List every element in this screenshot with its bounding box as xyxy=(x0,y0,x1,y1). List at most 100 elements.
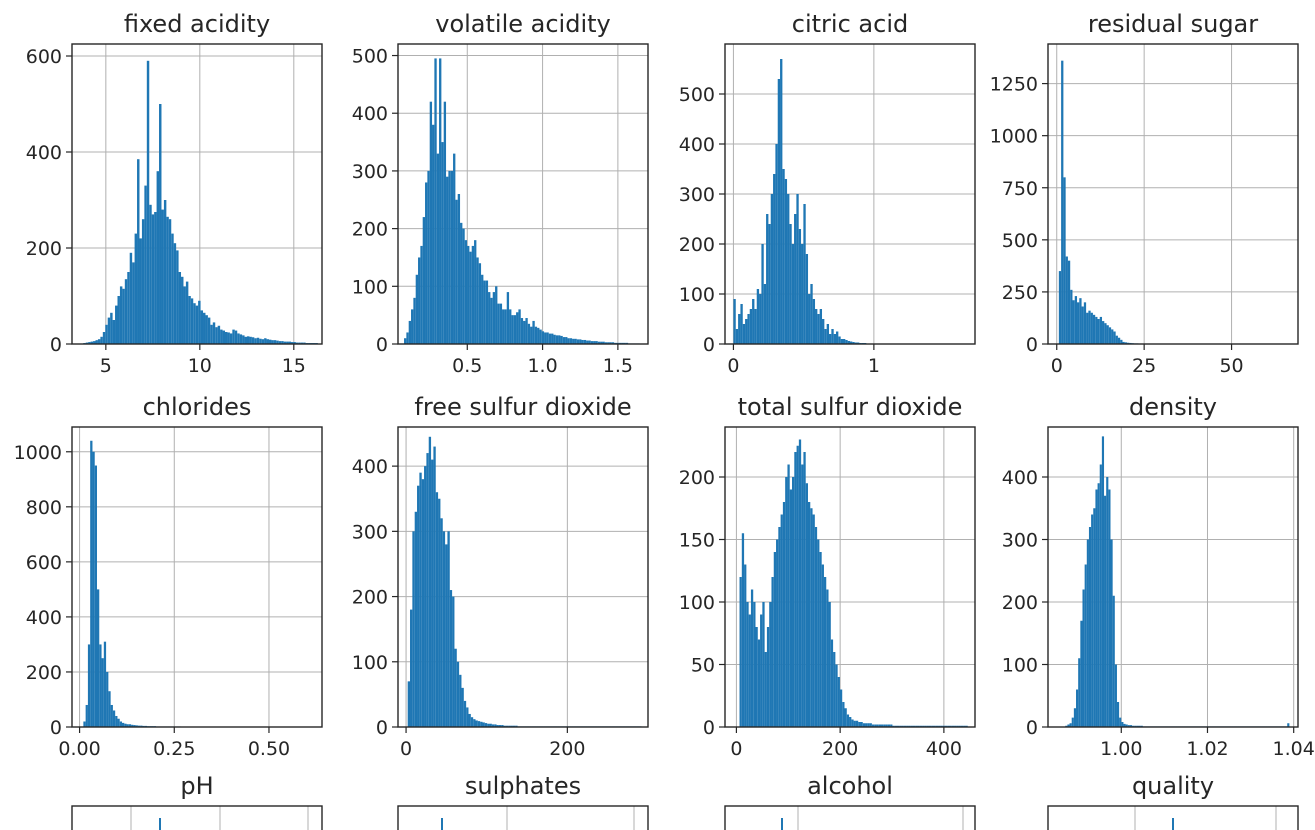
histogram-bar xyxy=(837,677,840,727)
histogram-bar xyxy=(1121,722,1124,727)
x-tick-label: 15 xyxy=(282,355,306,377)
histogram-bar xyxy=(436,153,440,344)
axes-frame xyxy=(724,426,976,728)
histogram-bar xyxy=(220,329,223,344)
subplot-7: 1.00 1.02 1.04 0 100 200 300 400 density xyxy=(1002,393,1315,760)
histogram-bars xyxy=(407,436,642,727)
histogram-bar xyxy=(212,322,216,344)
histogram-bar xyxy=(1090,312,1093,344)
histogram-bar xyxy=(273,340,277,344)
histogram-bar xyxy=(541,331,545,344)
histogram-bar xyxy=(447,531,450,727)
histogram-bar xyxy=(485,280,489,344)
x-tick-label: 50 xyxy=(1219,355,1243,377)
histogram-bar xyxy=(738,314,741,344)
histogram-bar xyxy=(741,533,745,727)
histogram-bar xyxy=(796,194,799,344)
histogram-bar xyxy=(518,309,521,344)
subplot-11: quality xyxy=(1047,772,1299,830)
histogram-bar xyxy=(227,332,230,344)
histogram-bar xyxy=(417,485,420,727)
y-tick-label: 800 xyxy=(26,497,62,519)
histogram-bar xyxy=(459,674,462,727)
histogram-bar xyxy=(1088,527,1092,727)
histogram-bar xyxy=(513,315,517,344)
histogram-bar xyxy=(504,309,507,344)
histogram-bar xyxy=(760,614,763,727)
histogram-bar xyxy=(824,329,827,344)
histogram-bar xyxy=(124,279,128,344)
x-tick-label: 400 xyxy=(926,738,962,760)
histogram-bar xyxy=(404,338,407,344)
histogram-bars xyxy=(733,59,967,344)
histogram-bars xyxy=(739,439,968,727)
histogram-bar xyxy=(602,341,605,344)
histogram-bar xyxy=(777,79,781,344)
histogram-bar xyxy=(1287,723,1290,727)
histogram-bar xyxy=(604,342,608,344)
histogram-bar xyxy=(572,338,575,344)
histogram-bar xyxy=(106,671,109,727)
histogram-bar xyxy=(782,169,785,344)
y-tick-label: 0 xyxy=(1026,334,1038,356)
histogram-bar xyxy=(276,340,279,344)
histogram-bar xyxy=(787,464,790,727)
histogram-bar xyxy=(215,327,218,344)
histogram-bar xyxy=(107,317,111,344)
histogram-bar xyxy=(483,280,486,344)
histogram-bar xyxy=(1091,514,1094,727)
histogram-bar xyxy=(1099,316,1103,344)
histogram-bar xyxy=(867,723,870,727)
histogram-bar xyxy=(735,329,739,344)
histogram-bar xyxy=(544,332,547,344)
histogram-bars xyxy=(1058,60,1287,344)
histogram-bar xyxy=(1063,177,1066,344)
histogram-bar xyxy=(229,333,233,344)
histogram-bar xyxy=(133,725,136,727)
x-tick-label: 1.04 xyxy=(1273,738,1315,760)
histogram-bar xyxy=(119,286,123,344)
subplot-title: fixed acidity xyxy=(124,10,270,38)
histogram-bar xyxy=(1111,329,1114,344)
histogram-bar xyxy=(127,272,130,344)
histogram-bar xyxy=(770,194,774,344)
histogram-bar xyxy=(484,723,488,727)
histogram-bar xyxy=(222,330,226,344)
x-tick-label: 0 xyxy=(727,355,739,377)
histogram-bar xyxy=(747,314,750,344)
histogram-bar xyxy=(551,333,554,344)
histogram-bar xyxy=(871,724,875,727)
histogram-bar xyxy=(446,176,449,344)
histogram-bar xyxy=(597,341,601,344)
histogram-bar xyxy=(100,336,103,344)
y-tick-label: 400 xyxy=(679,134,715,156)
histogram-bar xyxy=(454,648,457,727)
histogram-bar xyxy=(826,324,830,344)
y-tick-label: 400 xyxy=(352,103,388,125)
histogram-bar xyxy=(1106,477,1109,727)
histogram-bar xyxy=(745,319,748,344)
histogram-bar xyxy=(237,333,240,344)
histogram-bar xyxy=(855,720,859,727)
histogram-bar xyxy=(782,502,786,727)
histogram-bar xyxy=(488,292,491,344)
histogram-bar xyxy=(254,338,257,344)
histogram-bar xyxy=(115,305,118,344)
histogram-bar xyxy=(506,292,510,344)
histogram-bar xyxy=(885,724,888,727)
histogram-bar xyxy=(883,724,886,727)
histogram-bar xyxy=(525,318,528,344)
x-tick-label: 200 xyxy=(822,738,858,760)
subplot-title: density xyxy=(1129,393,1217,421)
y-tick-label: 300 xyxy=(1002,530,1038,552)
histogram-bar xyxy=(560,335,563,344)
histogram-bar xyxy=(821,564,824,727)
histogram-bar xyxy=(746,602,749,727)
histogram-bar xyxy=(99,644,102,727)
histogram-bar xyxy=(149,204,152,344)
y-tick-label: 100 xyxy=(352,276,388,298)
histogram-bar xyxy=(95,340,98,344)
histogram-bar xyxy=(1071,717,1074,727)
histogram-bar xyxy=(833,652,836,727)
